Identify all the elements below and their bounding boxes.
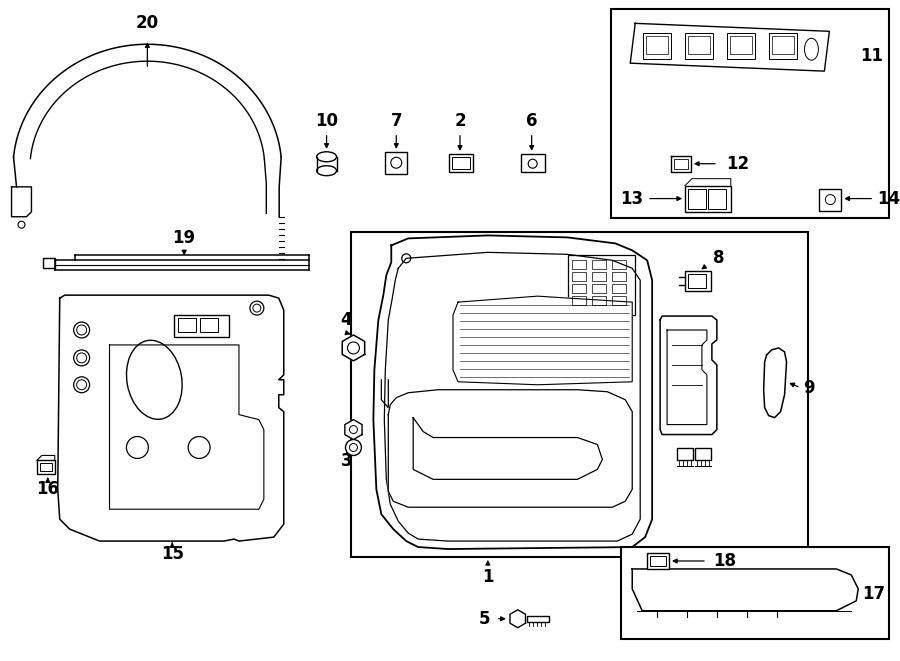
- Text: 12: 12: [726, 155, 750, 173]
- Bar: [572, 272, 587, 281]
- Bar: [685, 271, 711, 292]
- Bar: [592, 272, 607, 281]
- Bar: [646, 36, 668, 54]
- Text: 20: 20: [136, 15, 159, 32]
- Bar: [688, 274, 706, 288]
- Text: 6: 6: [526, 112, 537, 130]
- Text: 15: 15: [161, 545, 184, 563]
- Polygon shape: [342, 335, 364, 361]
- Bar: [621, 547, 889, 639]
- Bar: [592, 296, 607, 305]
- Bar: [685, 186, 731, 212]
- Bar: [572, 296, 587, 305]
- Bar: [685, 33, 713, 59]
- Text: 8: 8: [713, 249, 725, 267]
- Bar: [612, 284, 626, 293]
- Polygon shape: [660, 316, 717, 434]
- Bar: [37, 461, 55, 475]
- Polygon shape: [345, 420, 362, 440]
- Text: 1: 1: [482, 568, 493, 586]
- Bar: [695, 448, 711, 461]
- Bar: [568, 255, 635, 315]
- Text: 10: 10: [315, 112, 338, 130]
- Polygon shape: [764, 348, 787, 418]
- Bar: [592, 260, 607, 269]
- Polygon shape: [413, 418, 602, 479]
- Text: 7: 7: [391, 112, 402, 130]
- Bar: [526, 616, 549, 622]
- Polygon shape: [510, 610, 526, 628]
- Bar: [572, 284, 587, 293]
- Text: 19: 19: [173, 229, 196, 247]
- Polygon shape: [453, 296, 632, 385]
- Text: 3: 3: [341, 452, 352, 471]
- Bar: [572, 260, 587, 269]
- Bar: [592, 284, 607, 293]
- Bar: [612, 260, 626, 269]
- Bar: [521, 154, 544, 172]
- Bar: [727, 33, 755, 59]
- Bar: [178, 318, 196, 332]
- Bar: [674, 159, 688, 169]
- Bar: [688, 36, 710, 54]
- Text: 11: 11: [860, 47, 884, 65]
- Bar: [449, 154, 473, 172]
- Text: 2: 2: [454, 112, 466, 130]
- Bar: [611, 9, 889, 219]
- Bar: [647, 553, 669, 569]
- Bar: [677, 448, 693, 461]
- Bar: [452, 157, 470, 169]
- Bar: [769, 33, 796, 59]
- Bar: [819, 188, 842, 210]
- Text: 18: 18: [714, 552, 736, 570]
- Text: 14: 14: [878, 190, 900, 208]
- Text: 5: 5: [479, 609, 490, 628]
- Bar: [644, 33, 671, 59]
- Bar: [708, 188, 725, 208]
- Text: 13: 13: [621, 190, 644, 208]
- Polygon shape: [388, 390, 632, 507]
- Bar: [352, 233, 808, 557]
- Bar: [40, 463, 52, 471]
- Bar: [650, 556, 666, 566]
- Ellipse shape: [346, 440, 362, 455]
- Bar: [771, 36, 794, 54]
- Bar: [175, 315, 229, 337]
- Text: 17: 17: [862, 585, 886, 603]
- Bar: [612, 296, 626, 305]
- Polygon shape: [374, 235, 652, 549]
- Text: 9: 9: [803, 379, 815, 397]
- Text: 4: 4: [341, 311, 352, 329]
- Bar: [688, 188, 706, 208]
- Text: 16: 16: [36, 481, 59, 498]
- Bar: [730, 36, 752, 54]
- Polygon shape: [632, 569, 859, 611]
- Bar: [43, 258, 55, 268]
- Polygon shape: [58, 295, 284, 541]
- Bar: [385, 152, 407, 174]
- Bar: [200, 318, 218, 332]
- Bar: [612, 272, 626, 281]
